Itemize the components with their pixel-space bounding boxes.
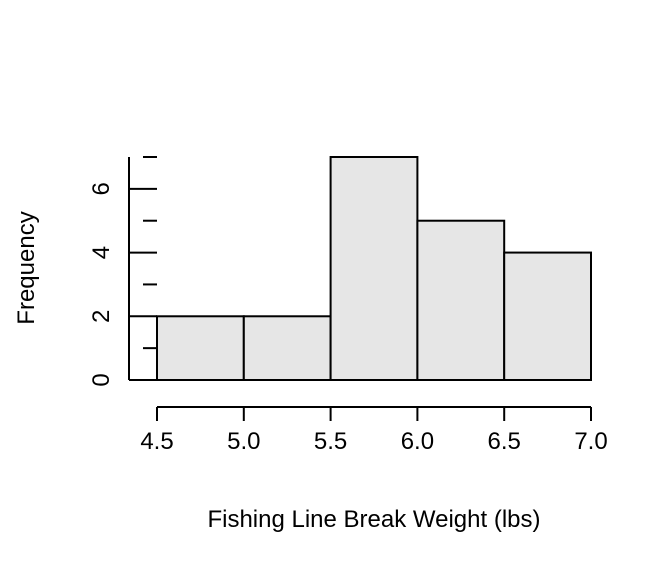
x-tick-label: 4.5: [140, 428, 173, 455]
x-tick-label: 6.5: [488, 428, 521, 455]
histogram-bar: [156, 315, 245, 381]
y-tick-label: 2: [88, 310, 115, 323]
histogram-bar: [503, 251, 593, 381]
x-axis: 4.5 5.0 5.5 6.0 6.5 7.0: [140, 406, 608, 455]
y-tick-label: 4: [88, 246, 115, 259]
y-axis: 0 2 4 6: [88, 156, 157, 387]
bars-group: [156, 156, 593, 381]
x-tick-label: 5.0: [227, 428, 260, 455]
x-axis-title: Fishing Line Break Weight (lbs): [207, 506, 540, 533]
y-axis-title: Frequency: [13, 211, 40, 324]
histogram-bar: [242, 315, 332, 381]
x-tick-label: 6.0: [401, 428, 434, 455]
histogram-bar: [416, 219, 506, 381]
histogram-bar: [329, 156, 419, 381]
x-tick-label: 5.5: [314, 428, 347, 455]
y-tick-label: 6: [88, 182, 115, 195]
y-tick-label: 0: [88, 373, 115, 386]
x-tick-label: 7.0: [574, 428, 607, 455]
